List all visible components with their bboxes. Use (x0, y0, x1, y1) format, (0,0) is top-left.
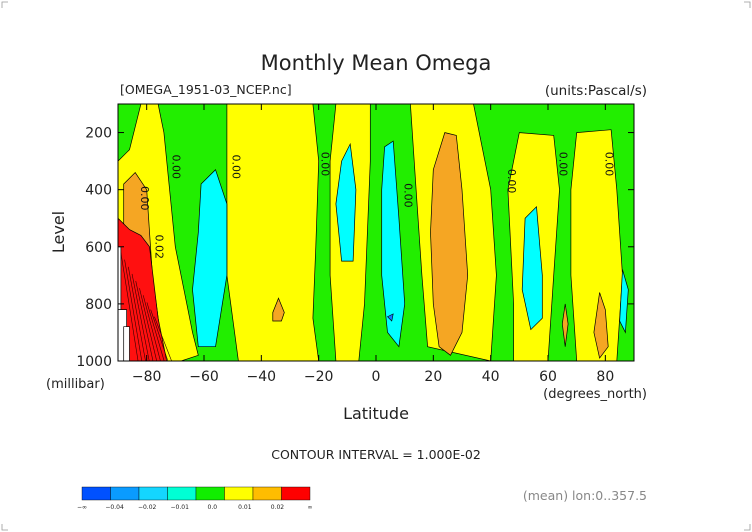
x-tick-label: −60 (189, 369, 219, 385)
colorbar-tick-label: −0.02 (138, 504, 157, 511)
file-label: [OMEGA_1951-03_NCEP.nc] (120, 82, 292, 97)
contour-label: 0.00 (402, 183, 415, 208)
contour-label: 0.00 (556, 152, 569, 177)
red-contour-line (120, 252, 139, 361)
x-tick-label: 0 (372, 369, 381, 385)
x-axis-unit: (degrees_north) (543, 387, 647, 402)
contour-label: 0.00 (319, 152, 332, 177)
y-axis-label: Level (49, 211, 68, 253)
orange-cell-nh-thin (561, 303, 569, 347)
negative-cell-small (386, 313, 394, 322)
missing-data-3 (123, 326, 130, 361)
contour-label: 0.02 (152, 235, 165, 260)
red-contour-line (150, 309, 169, 361)
cyan-region-eq-1 (335, 142, 357, 262)
contour-label: 0.00 (138, 186, 151, 211)
colorbar-tick-label: 0.02 (271, 504, 285, 511)
x-tick-label: −80 (132, 369, 162, 385)
axes: −80 −60 −40 −20 0 20 40 60 80 200 400 600 800 1000 (76, 104, 634, 385)
mean-note: (mean) lon:0..357.5 (523, 488, 647, 503)
y-tick-label: 400 (85, 183, 112, 199)
red-contour-line (139, 288, 157, 361)
colorbar-swatch (81, 486, 111, 501)
colorbar-tick-label: −0.01 (171, 504, 190, 511)
colorbar-swatch (110, 486, 140, 501)
red-contour-line (128, 266, 146, 361)
x-axis-label: Latitude (343, 404, 409, 423)
cyan-region-nh-edge (619, 269, 629, 334)
red-contour-line (146, 302, 165, 361)
units-label: (units:Pascal/s) (545, 83, 647, 99)
colorbar-swatch (138, 486, 168, 501)
x-tick-label: −20 (304, 369, 334, 385)
colorbar-tick-label: 0.01 (238, 504, 252, 511)
contour-labels: 0.00 0.02 0.00 0.00 0.00 0.00 0.00 0.00 0.00 (138, 152, 615, 259)
contour-label: 0.00 (505, 169, 518, 194)
cyan-region-nh (521, 206, 543, 331)
x-tick-label: 60 (539, 369, 557, 385)
plot-area (117, 103, 635, 362)
contour-label: 0.00 (169, 155, 182, 180)
y-axis-unit: (millibar) (46, 377, 105, 392)
x-tick-label: 40 (482, 369, 500, 385)
red-contour-line (154, 316, 172, 361)
red-region-sh (118, 217, 168, 361)
contour-label: 0.00 (230, 155, 243, 180)
x-tick-label: −40 (247, 369, 277, 385)
colorbar-swatch (195, 486, 225, 501)
contour-interval-label: CONTOUR INTERVAL = 1.000E-02 (271, 447, 481, 462)
yellow-region-nh-high (570, 129, 623, 361)
colorbar-tick-label: −∞ (77, 504, 87, 511)
red-contour-line (131, 273, 150, 361)
colorbar-swatch (167, 486, 197, 501)
chart-title: Monthly Mean Omega (261, 51, 492, 75)
orange-cell-sh-small (272, 297, 285, 322)
y-tick-label: 600 (85, 240, 112, 256)
x-tick-label: 20 (424, 369, 442, 385)
colorbar-swatch (281, 486, 311, 501)
y-tick-label: 1000 (76, 354, 112, 370)
red-contour-line (124, 259, 143, 361)
colorbar-swatch (252, 486, 282, 501)
cyan-region-sh (192, 169, 228, 348)
x-tick-label: 80 (596, 369, 614, 385)
yellow-region-sh-mid (226, 104, 320, 361)
colorbar-swatch (224, 486, 254, 501)
colorbar: −∞ −0.04 −0.02 −0.01 0.0 0.01 0.02 ∞ (77, 486, 313, 511)
contour-label: 0.00 (602, 152, 615, 177)
orange-cell-tropics (430, 132, 469, 356)
y-tick-label: 800 (85, 297, 112, 313)
colorbar-tick-label: 0.0 (208, 504, 218, 511)
colorbar-tick-label: −0.04 (105, 504, 124, 511)
colorbar-tick-label: ∞ (308, 504, 313, 511)
red-contour-line (142, 295, 161, 361)
red-contour-line (135, 280, 154, 361)
y-tick-label: 200 (85, 126, 112, 142)
orange-cell-nh-high (593, 292, 609, 359)
cyan-region-eq-2 (381, 140, 406, 348)
